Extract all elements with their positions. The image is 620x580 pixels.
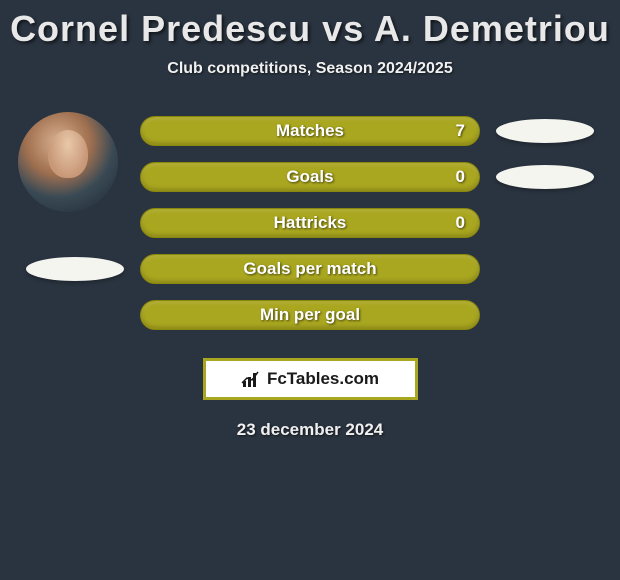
- stat-row-matches: Matches 7: [10, 108, 610, 154]
- stat-value: 0: [456, 213, 465, 233]
- chart-bar-icon: [241, 369, 261, 389]
- player-marker-right: [496, 119, 594, 143]
- logo-text: FcTables.com: [267, 369, 379, 389]
- stat-bar: Goals 0: [140, 162, 480, 192]
- stat-row-hattricks: Hattricks 0: [10, 200, 610, 246]
- source-logo: FcTables.com: [203, 358, 418, 400]
- stat-bar: Min per goal: [140, 300, 480, 330]
- stat-row-goals-per-match: Goals per match: [10, 246, 610, 292]
- stat-label: Goals per match: [243, 259, 376, 279]
- stat-label: Goals: [286, 167, 333, 187]
- stat-value: 7: [456, 121, 465, 141]
- page-title: Cornel Predescu vs A. Demetriou: [10, 8, 610, 50]
- date-label: 23 december 2024: [10, 420, 610, 440]
- stats-rows: Matches 7 Goals 0: [10, 108, 610, 338]
- stat-value: 0: [456, 167, 465, 187]
- stat-label: Matches: [276, 121, 344, 141]
- player-marker-left: [26, 257, 124, 281]
- player-marker-right: [496, 165, 594, 189]
- subtitle: Club competitions, Season 2024/2025: [10, 60, 610, 78]
- stat-label: Min per goal: [260, 305, 360, 325]
- stat-row-min-per-goal: Min per goal: [10, 292, 610, 338]
- stat-bar: Hattricks 0: [140, 208, 480, 238]
- stat-label: Hattricks: [274, 213, 347, 233]
- stat-row-goals: Goals 0: [10, 154, 610, 200]
- stat-bar: Matches 7: [140, 116, 480, 146]
- stat-bar: Goals per match: [140, 254, 480, 284]
